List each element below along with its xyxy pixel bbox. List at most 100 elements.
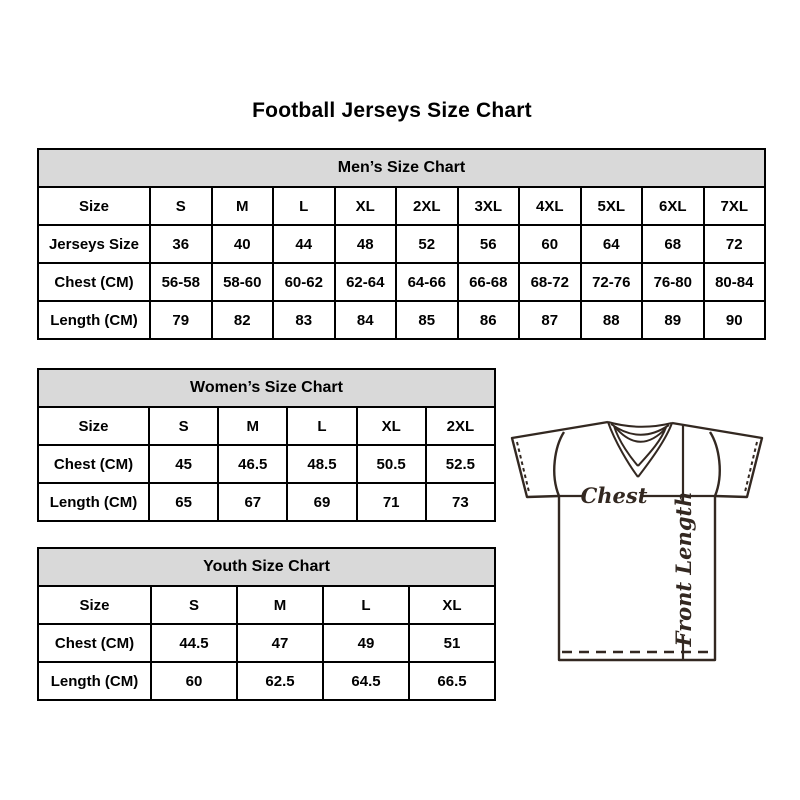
table-row: Length (CM) 65 67 69 71 73	[37, 482, 497, 522]
data-cell: 64	[579, 224, 643, 264]
table-row: Chest (CM) 45 46.5 48.5 50.5 52.5	[37, 444, 497, 484]
collar-back-inner-arc	[614, 426, 667, 443]
data-cell: 46.5	[217, 444, 289, 484]
data-cell: 83	[272, 300, 336, 340]
data-cell: 66-68	[456, 262, 520, 302]
table-title-row: Youth Size Chart	[37, 547, 496, 587]
data-cell: M	[210, 186, 274, 226]
front-length-label: Front Length	[671, 492, 696, 648]
data-cell: 2XL	[424, 406, 497, 446]
data-cell: 47	[236, 623, 324, 663]
data-cell: S	[150, 585, 238, 625]
data-cell: 45	[147, 444, 220, 484]
data-cell: 7XL	[702, 186, 766, 226]
table-title-row: Men’s Size Chart	[37, 148, 766, 188]
data-cell: 68	[641, 224, 705, 264]
data-cell: 51	[408, 623, 496, 663]
table-row: Size S M L XL 2XL 3XL 4XL 5XL 6XL 7XL	[37, 186, 766, 226]
data-cell: 60	[150, 661, 238, 701]
collar-back-top-line	[607, 421, 673, 428]
data-cell: 4XL	[518, 186, 582, 226]
data-cell: 90	[702, 300, 766, 340]
youth-table-title: Youth Size Chart	[37, 547, 496, 587]
right-cuff-dashed-line	[744, 441, 758, 493]
collar-v-inner-left	[613, 425, 639, 467]
jersey-measurement-diagram: Chest Front Length	[510, 420, 764, 662]
data-cell: 3XL	[456, 186, 520, 226]
table-row: Size S M L XL 2XL	[37, 406, 497, 446]
data-cell: 40	[210, 224, 274, 264]
data-cell: 52	[395, 224, 459, 264]
table-row: Size S M L XL	[37, 585, 496, 625]
data-cell: L	[286, 406, 358, 446]
data-cell: 71	[355, 482, 427, 522]
data-cell: S	[147, 406, 220, 446]
data-cell: 58-60	[210, 262, 274, 302]
left-cuff-dashed-line	[516, 441, 530, 493]
data-cell: L	[322, 585, 410, 625]
data-cell: 84	[333, 300, 397, 340]
data-cell: L	[272, 186, 336, 226]
row-header-cell: Chest (CM)	[37, 623, 152, 663]
data-cell: 49	[322, 623, 410, 663]
data-cell: 88	[579, 300, 643, 340]
data-cell: 87	[518, 300, 582, 340]
womens-size-table: Women’s Size Chart Size S M L XL 2XL Chest (CM…	[37, 368, 497, 522]
data-cell: 44.5	[150, 623, 238, 663]
data-cell: S	[149, 186, 213, 226]
data-cell: 56	[456, 224, 520, 264]
data-cell: 50.5	[355, 444, 427, 484]
left-armhole-seam	[553, 431, 566, 497]
data-cell: 65	[147, 482, 220, 522]
mens-size-table: Men’s Size Chart Size S M L XL 2XL 3XL 4XL 5XL 6X…	[37, 148, 766, 340]
table-row: Chest (CM) 56-58 58-60 60-62 62-64 64-66 66-68…	[37, 262, 766, 302]
row-header-cell: Size	[37, 186, 151, 226]
data-cell: 66.5	[408, 661, 496, 701]
data-cell: M	[217, 406, 289, 446]
data-cell: 89	[641, 300, 705, 340]
data-cell: 6XL	[641, 186, 705, 226]
data-cell: 73	[424, 482, 497, 522]
front-length-label-group: Front Length	[671, 492, 696, 648]
data-cell: 52.5	[424, 444, 497, 484]
data-cell: 72-76	[579, 262, 643, 302]
data-cell: XL	[355, 406, 427, 446]
jersey-right-sleeve	[671, 421, 764, 499]
collar-v-outer-right	[637, 422, 673, 478]
dashed-seams	[516, 441, 758, 493]
row-header-cell: Size	[37, 406, 150, 446]
data-cell: 60	[518, 224, 582, 264]
data-cell: 60-62	[272, 262, 336, 302]
data-cell: 85	[395, 300, 459, 340]
data-cell: 80-84	[702, 262, 766, 302]
data-cell: 64.5	[322, 661, 410, 701]
jersey-outline	[510, 420, 764, 662]
table-row: Length (CM) 60 62.5 64.5 66.5	[37, 661, 496, 701]
data-cell: 79	[149, 300, 213, 340]
chest-label-group: Chest	[581, 483, 648, 508]
data-cell: 5XL	[579, 186, 643, 226]
page-title: Football Jerseys Size Chart	[252, 99, 532, 122]
data-cell: 44	[272, 224, 336, 264]
data-cell: 67	[217, 482, 289, 522]
row-header-cell: Length (CM)	[37, 300, 151, 340]
data-cell: 72	[702, 224, 766, 264]
table-title-row: Women’s Size Chart	[37, 368, 496, 408]
row-header-cell: Length (CM)	[37, 661, 152, 701]
mens-table-title: Men’s Size Chart	[37, 148, 766, 188]
jersey-left-sleeve	[510, 420, 609, 499]
data-cell: 48.5	[286, 444, 358, 484]
collar-v-outer-left	[607, 421, 639, 478]
jersey-body	[557, 496, 717, 662]
data-cell: 68-72	[518, 262, 582, 302]
table-row: Jerseys Size 36 40 44 48 52 56 60 64 68 72	[37, 224, 766, 264]
row-header-cell: Jerseys Size	[37, 224, 151, 264]
chest-label-mask	[585, 485, 643, 506]
table-row: Length (CM) 79 82 83 84 85 86 87 88 89 90	[37, 300, 766, 340]
data-cell: 48	[333, 224, 397, 264]
data-cell: 69	[286, 482, 358, 522]
front-length-label-mask	[672, 502, 694, 636]
data-cell: 36	[149, 224, 213, 264]
data-cell: 62.5	[236, 661, 324, 701]
